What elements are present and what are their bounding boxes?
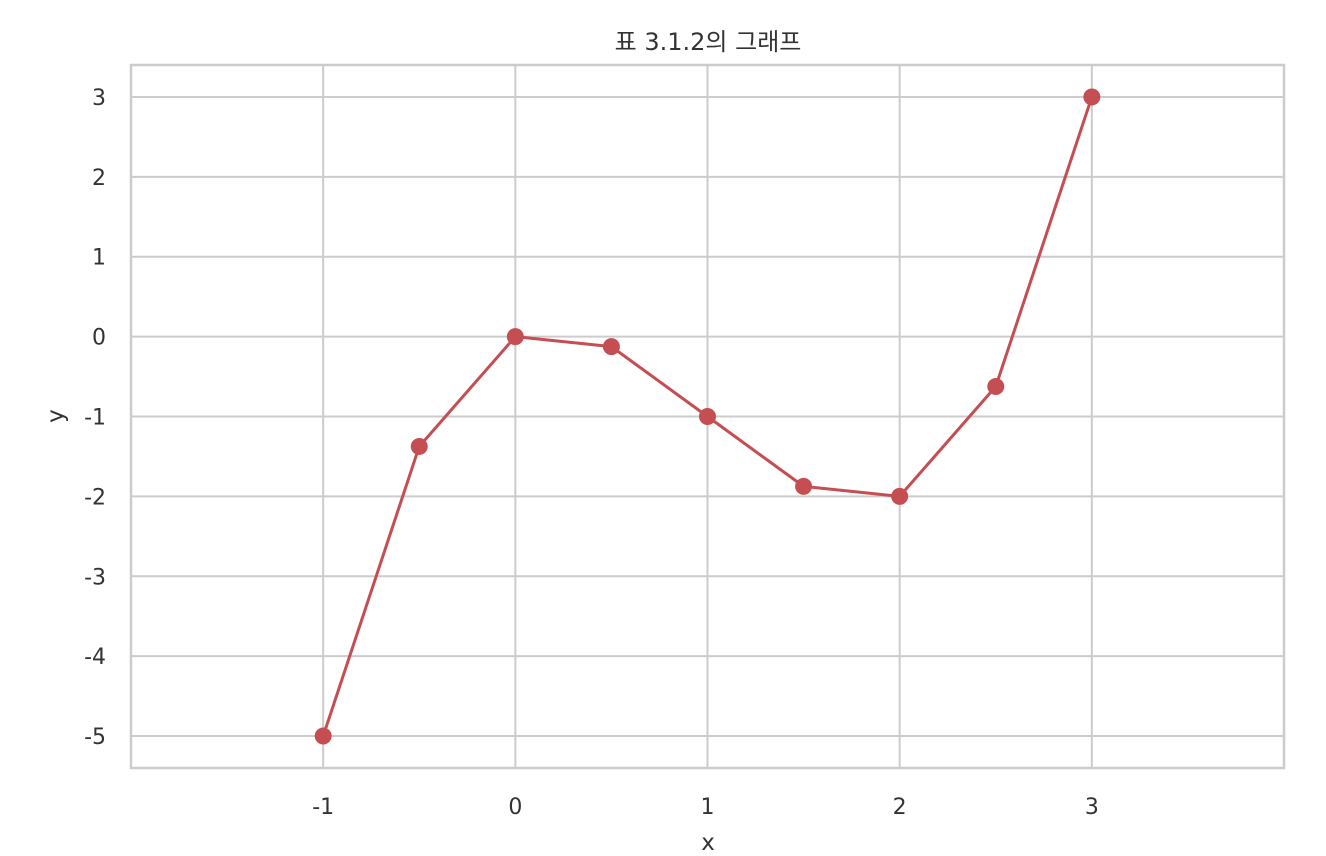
x-tick-label: 3	[1085, 795, 1099, 820]
y-tick-label: -2	[84, 485, 106, 510]
y-tick-label: -5	[84, 725, 106, 750]
y-axis-label: y	[43, 409, 69, 423]
grid	[131, 65, 1284, 768]
y-tick-label: -4	[84, 645, 106, 670]
chart-title: 표 3.1.2의 그래프	[615, 28, 802, 56]
x-tick-label: 0	[508, 795, 522, 820]
y-tick-label: 2	[92, 166, 106, 191]
plot-frame	[129, 63, 1286, 770]
y-tick-labels: 3 2 1 0 -1 -2 -3 -4 -5	[84, 86, 106, 750]
x-tick-label: 2	[893, 795, 907, 820]
series-layer	[314, 88, 1101, 745]
x-tick-label: -1	[312, 795, 334, 820]
data-point	[1083, 88, 1101, 106]
y-tick-label: -1	[84, 406, 106, 431]
y-tick-label: 1	[92, 246, 106, 271]
y-tick-label: 0	[92, 326, 106, 351]
data-point	[314, 727, 332, 745]
data-point	[891, 487, 909, 505]
data-point	[410, 437, 428, 455]
data-point	[795, 477, 813, 495]
data-point	[987, 378, 1005, 396]
x-axis-label: x	[701, 830, 715, 856]
x-tick-labels: -1 0 1 2 3	[312, 795, 1099, 820]
data-point	[506, 328, 524, 346]
data-point	[602, 338, 620, 356]
y-tick-label: -3	[84, 565, 106, 590]
data-point	[699, 408, 716, 425]
x-tick-label: 1	[701, 795, 715, 820]
y-tick-label: 3	[92, 86, 106, 111]
